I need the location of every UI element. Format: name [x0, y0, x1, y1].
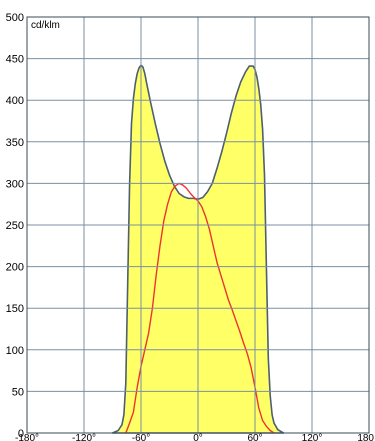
plot-frame — [26, 16, 370, 434]
unit-label: cd/klm — [31, 20, 60, 31]
y-tick-label: 350 — [6, 137, 24, 149]
x-tick-label: 120° — [302, 433, 323, 441]
y-tick-label: 100 — [6, 345, 24, 357]
y-tick-label: 200 — [6, 262, 24, 274]
grid-lines — [27, 17, 369, 433]
x-tick-label: 180 — [357, 433, 374, 441]
y-tick-label: 450 — [6, 54, 24, 66]
x-tick-label: -180° — [15, 433, 39, 441]
y-tick-label: 50 — [12, 386, 24, 398]
series-line-1 — [125, 182, 275, 434]
y-tick-label: 150 — [6, 303, 24, 315]
y-axis-ticks: 0 50 100 150 200 250 300 350 400 450 500 — [6, 12, 24, 440]
x-axis-ticks: -180° -120° -60° 0° 60° 120° 180 — [15, 433, 374, 441]
x-tick-label: 60° — [247, 433, 262, 441]
y-tick-label: 500 — [6, 12, 24, 24]
x-tick-label: -60° — [132, 433, 150, 441]
y-tick-label: 250 — [6, 220, 24, 232]
x-tick-label: -120° — [72, 433, 96, 441]
y-tick-label: 400 — [6, 95, 24, 107]
y-tick-label: 300 — [6, 178, 24, 190]
y-tick-label: 0 — [18, 428, 24, 440]
x-tick-label: 0° — [193, 433, 203, 441]
